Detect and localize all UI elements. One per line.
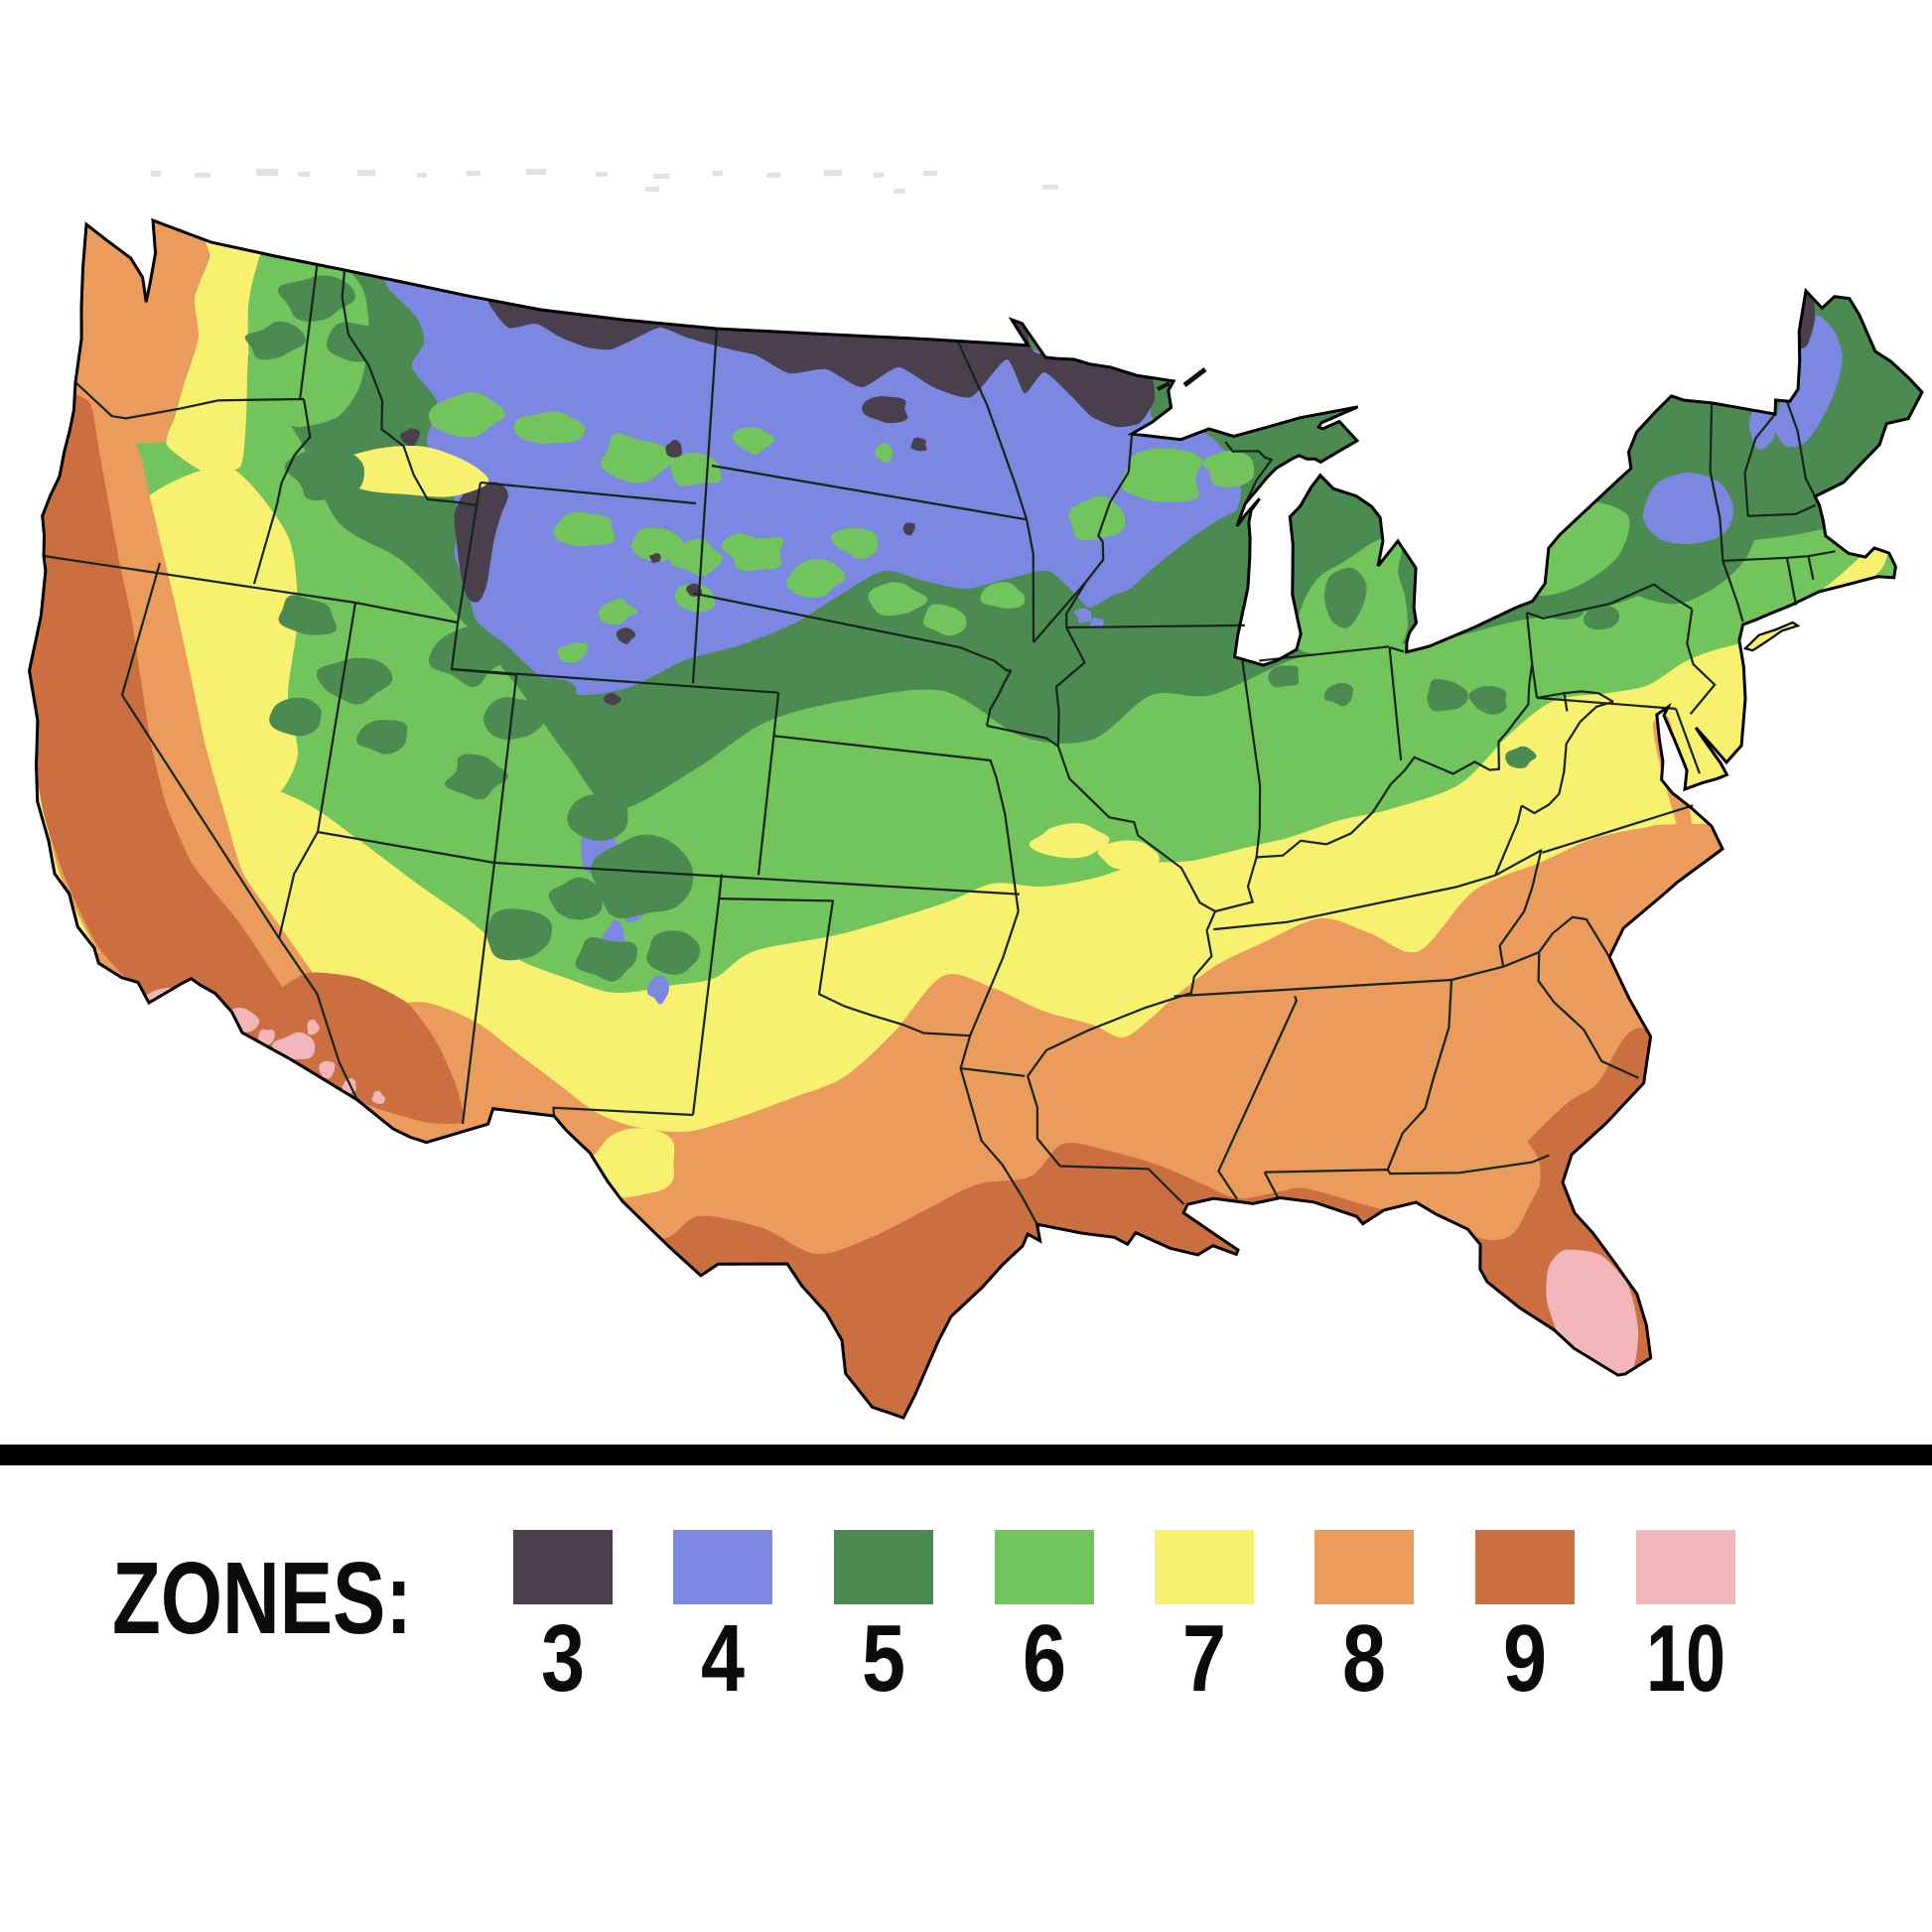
svg-text:7: 7 [1182, 1605, 1226, 1712]
svg-text:8: 8 [1342, 1605, 1386, 1712]
svg-text:10: 10 [1646, 1605, 1725, 1712]
svg-text:4: 4 [701, 1605, 745, 1712]
svg-text:ZONES:: ZONES: [112, 1541, 412, 1655]
svg-text:3: 3 [541, 1605, 585, 1712]
svg-text:9: 9 [1503, 1605, 1547, 1712]
svg-text:5: 5 [862, 1605, 905, 1712]
svg-text:6: 6 [1023, 1605, 1066, 1712]
